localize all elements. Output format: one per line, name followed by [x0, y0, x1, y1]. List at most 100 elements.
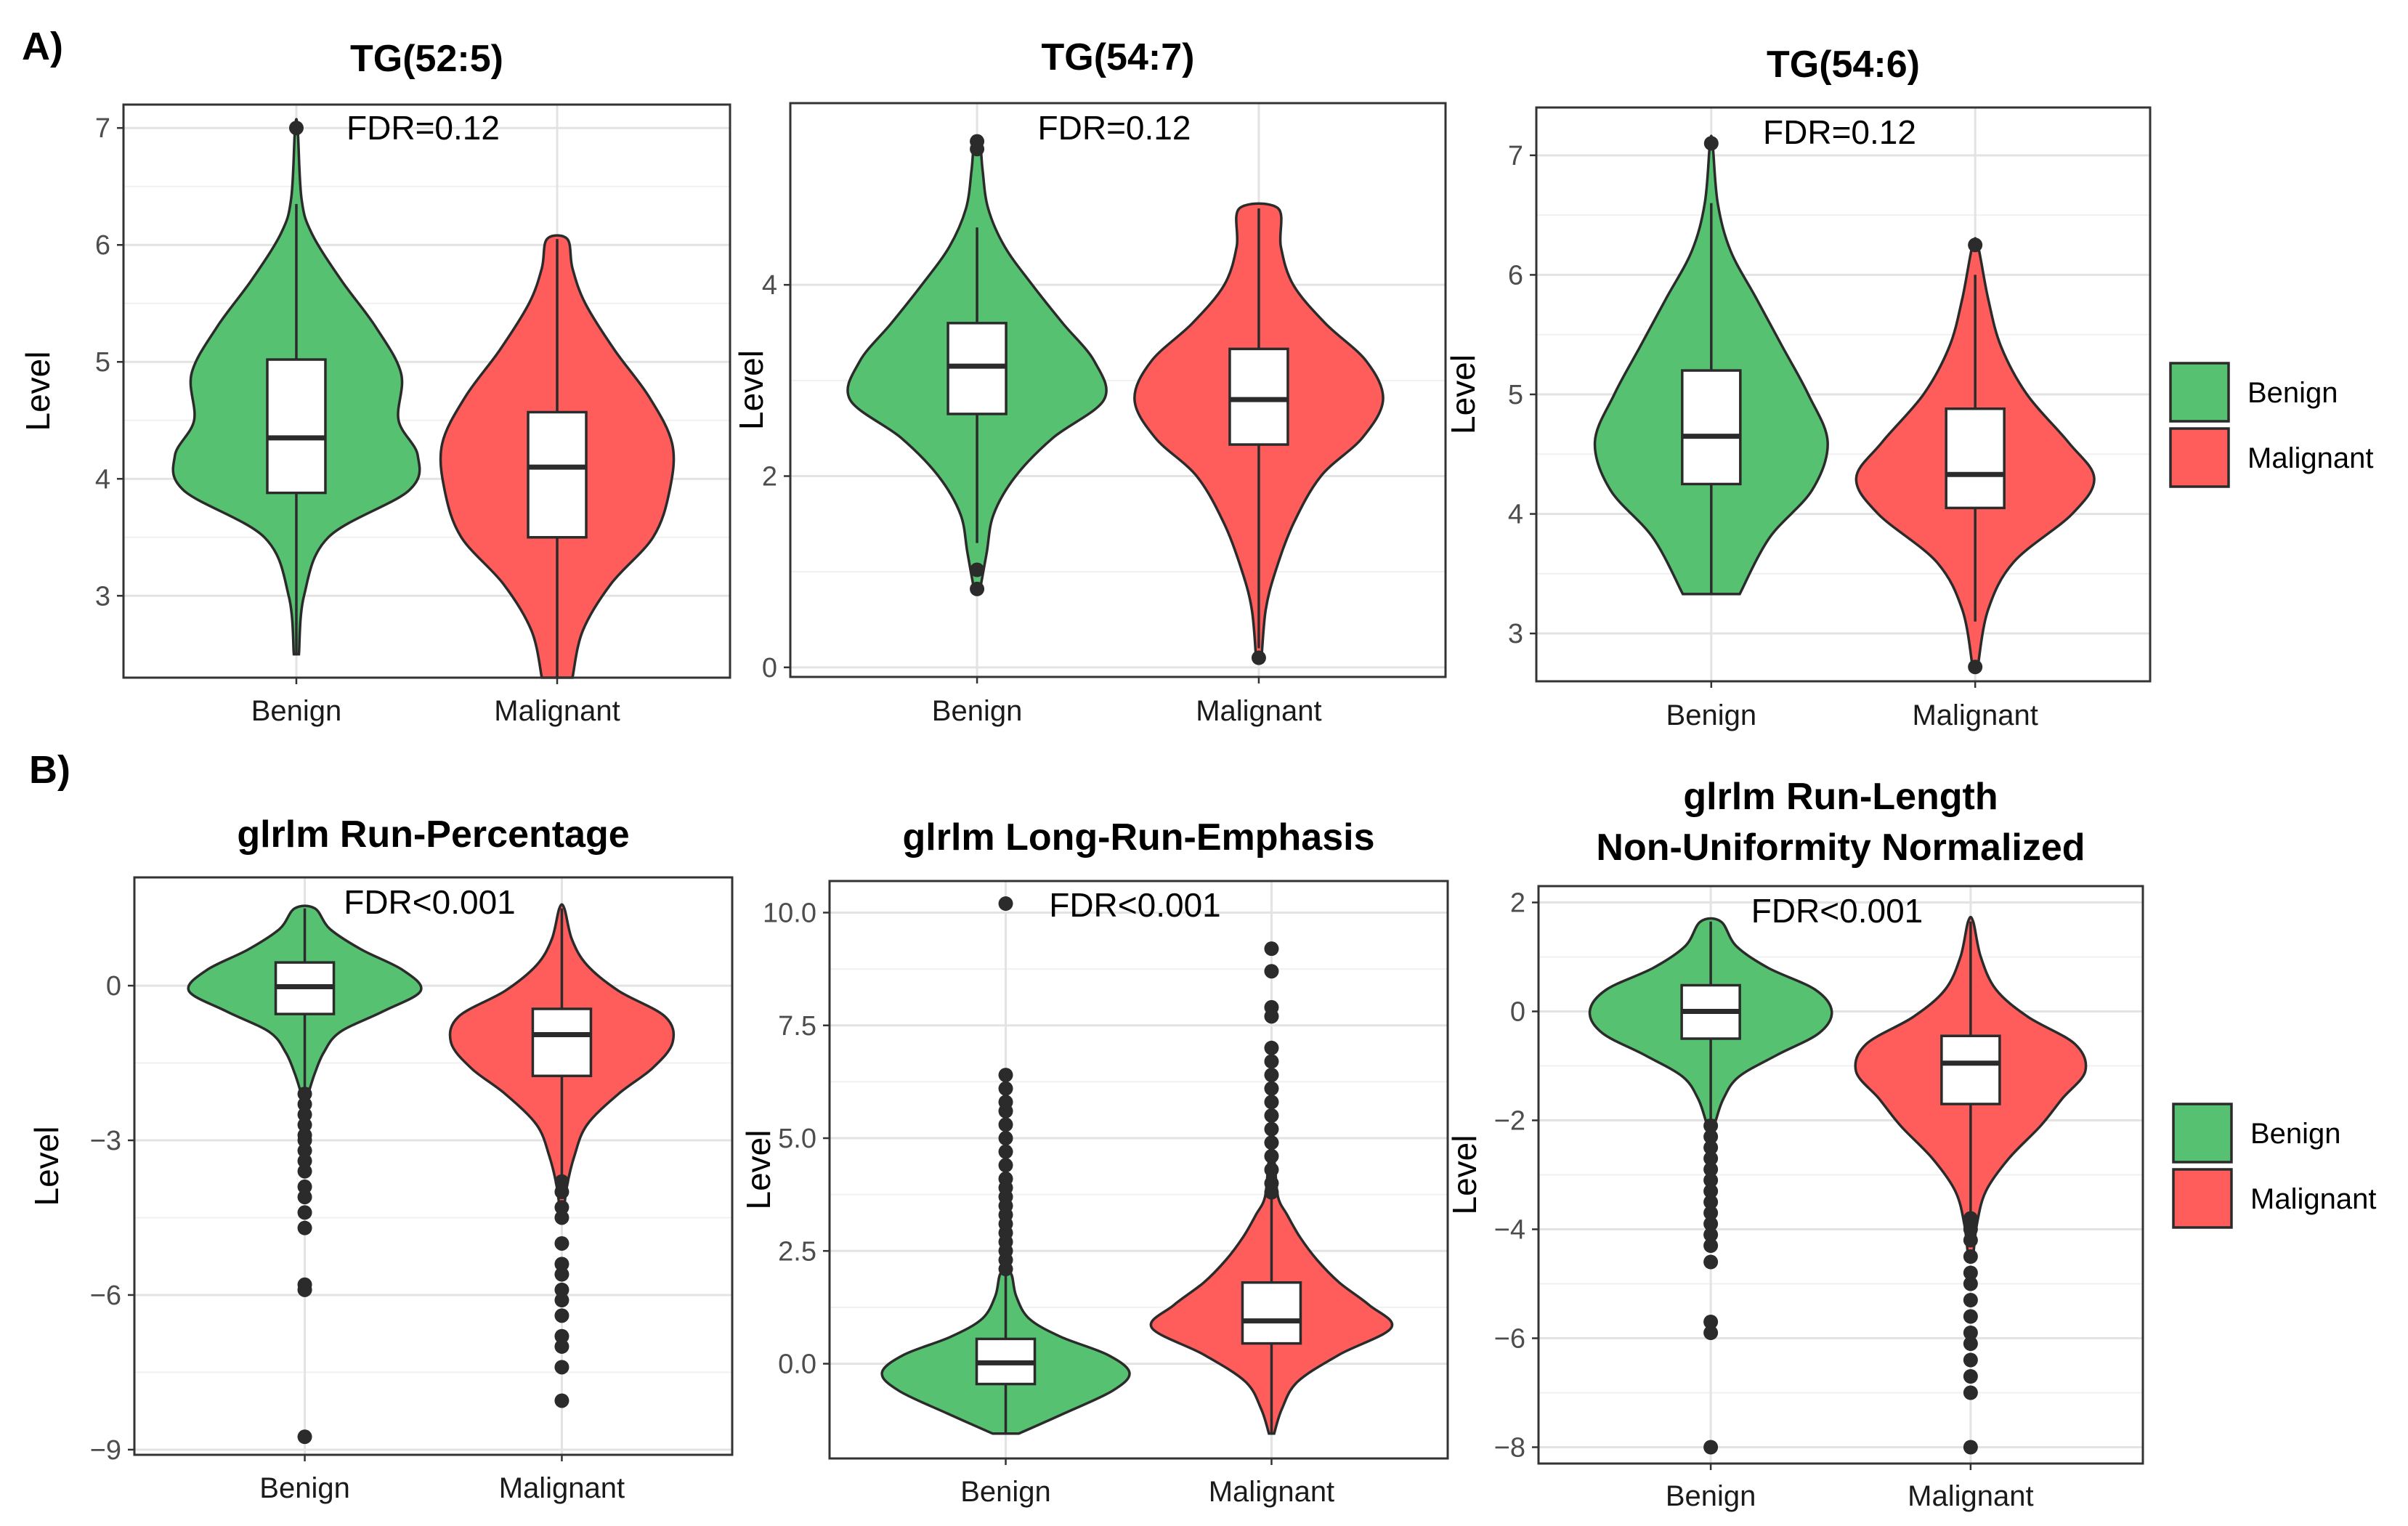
chart-6: −8 −6 −4 −2 0 2 Benign Malignant glrlm Run-Lengt… [1446, 776, 2144, 1512]
outlier-point [297, 1133, 312, 1148]
outlier-point [1963, 1309, 1978, 1324]
legend-label: Malignant [2250, 1183, 2376, 1215]
outlier-point [1963, 1326, 1978, 1340]
outlier-point [970, 581, 985, 596]
outlier-point [998, 896, 1013, 912]
outlier-point [1963, 1265, 1978, 1281]
outlier-point [1963, 1293, 1978, 1307]
y-tick-label: 4 [95, 464, 110, 495]
fdr-annotation: FDR<0.001 [1049, 886, 1221, 924]
x-category-label: Benign [1666, 1480, 1756, 1512]
outlier-point [554, 1282, 569, 1297]
y-axis-title: Level [19, 352, 57, 431]
series-benign [880, 896, 1131, 1435]
legends-layer: Benign Malignant Benign Malignant [2169, 362, 2376, 1229]
outlier-point [998, 1068, 1013, 1083]
outlier-point [554, 1328, 569, 1344]
outlier-point [1703, 1206, 1719, 1220]
outlier-point [998, 1144, 1013, 1159]
outlier-point [1703, 1195, 1719, 1209]
panel-label-a: A) [22, 25, 63, 68]
outlier-point [1963, 1369, 1978, 1384]
y-tick-label: 0 [106, 971, 121, 1002]
chart-title: TG(54:6) [1767, 44, 1920, 86]
y-tick-label: 6 [1508, 260, 1523, 291]
x-category-label: Malignant [499, 1472, 625, 1504]
y-tick-label: −6 [1494, 1324, 1525, 1355]
y-tick-label: −4 [1494, 1215, 1525, 1246]
outlier-point [1264, 1148, 1279, 1164]
outlier-point [1264, 1040, 1279, 1055]
outlier-point [1703, 1326, 1719, 1340]
outlier-point [297, 1220, 312, 1235]
outlier-point [1963, 1276, 1978, 1291]
box-malignant [1228, 347, 1289, 446]
plot-border [133, 876, 734, 1456]
fdr-annotation: FDR=0.12 [1038, 109, 1191, 147]
y-tick-label: 7.5 [778, 1011, 816, 1042]
fdr-annotation: FDR=0.12 [1763, 113, 1916, 151]
outlier-point [297, 1117, 312, 1132]
outlier-point [1968, 659, 1983, 675]
legend-1: Benign Malignant [2169, 362, 2373, 488]
outlier-point [297, 1179, 312, 1194]
legend-swatch-benign [2172, 1103, 2233, 1164]
y-tick-label: 5 [1508, 380, 1523, 410]
chart-5: 0.0 2.5 5.0 7.5 10.0 Benign Malignant glrlm Lon… [739, 816, 1449, 1508]
y-tick-label: 3 [1508, 619, 1523, 649]
y-axis-title: Level [1444, 354, 1482, 434]
x-category-label: Benign [1666, 699, 1757, 731]
chart-3: 3 4 5 6 7 Benign Malignant TG(54:6) FDR=0.12 Leve… [1444, 44, 2152, 731]
outlier-point [1264, 1054, 1279, 1069]
outlier-point [554, 1339, 569, 1354]
legend-2: Benign Malignant [2172, 1103, 2376, 1229]
legend-label: Malignant [2247, 442, 2373, 474]
outlier-point [1963, 1211, 1978, 1226]
charts-layer: 3 4 5 6 7 Benign Malignant TG(52:5) FDR=0.12 Leve… [19, 36, 2152, 1512]
fdr-annotation: FDR<0.001 [1751, 892, 1923, 930]
x-category-label: Malignant [1196, 695, 1321, 727]
x-category-label: Malignant [494, 695, 620, 727]
outlier-point [1264, 1068, 1279, 1083]
series-benign [846, 134, 1108, 596]
fdr-annotation: FDR<0.001 [344, 883, 516, 921]
outlier-point [1251, 650, 1266, 665]
outlier-point [554, 1174, 569, 1189]
outlier-point [998, 1095, 1013, 1110]
outlier-point [1963, 1249, 1978, 1264]
plot-border [1535, 106, 2152, 683]
outlier-point [1264, 1095, 1279, 1110]
outlier-point [1703, 1151, 1719, 1166]
outlier-point [297, 1282, 312, 1297]
outlier-point [998, 1081, 1013, 1096]
outlier-point [998, 1131, 1013, 1146]
legend-label: Benign [2250, 1118, 2341, 1150]
outlier-point [1703, 1162, 1719, 1177]
outlier-point [998, 1171, 1013, 1186]
box-benign [1681, 369, 1742, 486]
chart-title: TG(52:5) [350, 38, 503, 80]
x-category-label: Malignant [1912, 699, 2038, 731]
outlier-point [554, 1360, 569, 1375]
y-tick-label: 7 [1508, 141, 1523, 171]
series-benign [1588, 917, 1833, 1455]
series-malignant [439, 234, 676, 679]
outlier-point [297, 1205, 312, 1220]
outlier-point [1264, 1176, 1279, 1191]
outlier-point [998, 1117, 1013, 1132]
box-malignant [1241, 1281, 1302, 1345]
y-tick-label: 5 [95, 347, 110, 378]
x-category-label: Malignant [1908, 1480, 2033, 1512]
outlier-point [554, 1210, 569, 1225]
outlier-point [1703, 1140, 1719, 1155]
chart-title: glrlm Run-Length [1683, 776, 1998, 818]
series-malignant [1149, 941, 1394, 1435]
y-tick-label: 5.0 [778, 1124, 816, 1154]
box-malignant [527, 410, 588, 539]
legend-swatch-malignant [2169, 427, 2230, 488]
legend-label: Benign [2247, 377, 2338, 409]
outlier-point [1703, 1129, 1719, 1144]
outlier-point [1963, 1336, 1978, 1351]
outlier-point [297, 1107, 312, 1122]
